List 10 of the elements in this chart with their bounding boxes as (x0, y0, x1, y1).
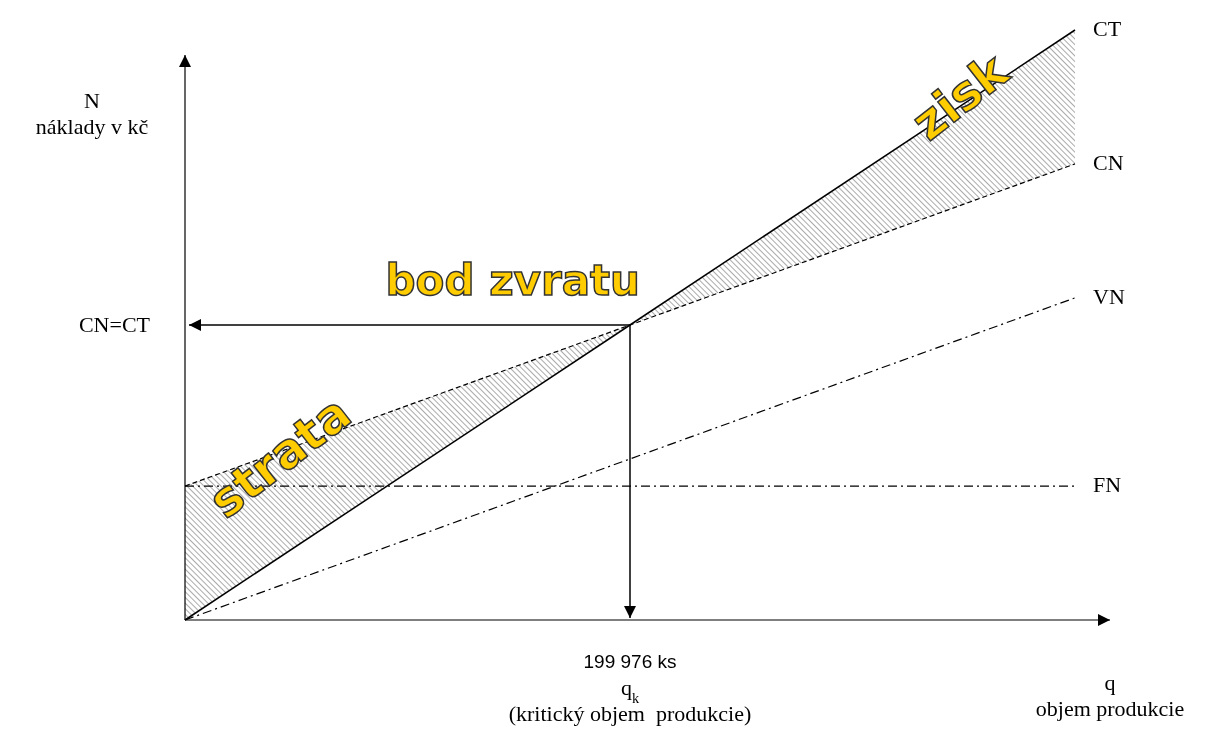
ref-line-label: CN=CT (78, 312, 151, 337)
x-axis-title: q objem produkcie (1035, 670, 1185, 722)
series-label: CT (1093, 16, 1122, 41)
series-label: VN (1093, 283, 1125, 309)
series-label: FN (1093, 472, 1122, 498)
annotation: bod zvratu (385, 256, 640, 305)
series-label: CN (1093, 149, 1124, 175)
y-axis-title: N náklady v kč (35, 88, 149, 140)
text: q$_{k}$ (kritický objem produkcie) (508, 675, 752, 727)
text: 199 976 ks (583, 651, 677, 672)
